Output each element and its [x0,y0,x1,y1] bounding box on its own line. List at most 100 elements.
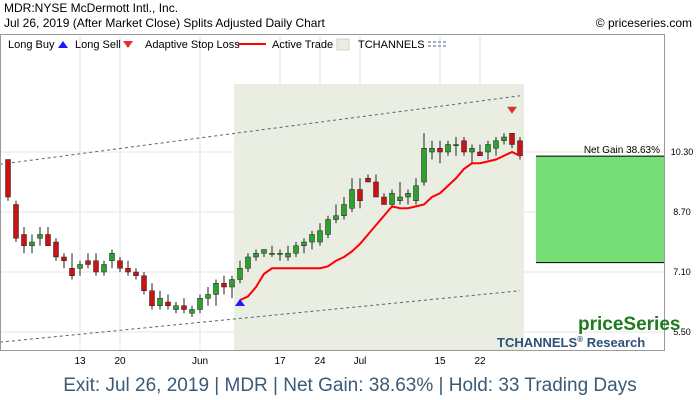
y-tick-label: 7.10 [673,267,691,277]
candle [125,260,131,276]
price-chart: Net Gain 38.63% 5.50 7.10 8.70 10.30 13 20 Ju… [0,34,694,367]
candle-body [253,253,259,258]
x-tick-label: 17 [274,356,286,367]
candle [61,253,67,269]
candle-body [93,260,99,273]
candle-body [221,283,227,288]
candle [109,249,115,269]
candles [5,133,523,317]
candle-body [389,193,395,205]
candle [301,238,307,254]
candle-body [509,133,515,145]
sell-arrow-icon [123,41,133,48]
candle [357,178,363,209]
y-axis: 5.50 7.10 8.70 10.30 [671,147,694,337]
candle [93,253,99,276]
candle [285,245,291,261]
candle [509,133,515,149]
sell-signal-arrow-icon [507,106,517,114]
candle [389,189,395,209]
candle [173,302,179,314]
candle-body [133,271,139,276]
candle [141,272,147,295]
active-trade-swatch [336,38,350,51]
candle-body [85,260,91,265]
chart-title: MDR:NYSE McDermott Intl., Inc. [4,1,179,15]
x-tick-label: 24 [314,356,326,367]
candle [213,279,219,306]
candle-body [5,159,11,198]
candle [341,197,347,220]
candle [133,268,139,280]
candle-body [293,245,299,254]
buy-arrow-icon [58,41,68,48]
candle-body [357,189,363,201]
x-axis: 13 20 Jun 17 24 Jul 15 22 [74,356,486,367]
candle-body [173,305,179,310]
candle [309,230,315,250]
legend-long-buy: Long Buy [8,39,55,51]
candle [29,234,35,254]
plot-frame [0,34,665,351]
active-trade-region [234,84,524,351]
signals [235,106,517,306]
candle-body [29,241,35,246]
net-gain-label: Net Gain 38.63% [584,145,660,156]
candle-body [101,264,107,273]
candle [149,283,155,310]
candle [165,294,171,310]
candle-body [285,253,291,258]
candle-body [21,234,27,246]
candle-body [461,140,467,153]
candle-body [141,275,147,291]
candle-body [197,298,203,310]
x-tick-label: 20 [114,356,126,367]
candle-body [37,234,43,239]
candle [229,275,235,299]
x-tick-label: 13 [74,356,86,367]
candle-body [181,305,187,310]
candle-body [229,279,235,288]
candle [453,137,459,156]
candle [397,182,403,205]
candle [69,253,75,280]
candle-body [333,215,339,220]
candle [365,174,371,183]
candle-body [445,144,451,153]
candle [429,140,435,160]
candle [253,249,259,261]
candle-body [157,298,163,306]
candle-body [517,140,523,156]
x-tick-label: Jun [192,356,208,367]
candle-body [205,294,211,299]
candle-body [397,196,403,201]
candle-body [485,144,491,153]
legend: Long Buy Long Sell Adaptive Stop Loss Ac… [8,38,448,51]
candle [21,227,27,254]
candle [189,305,195,317]
candle [245,253,251,272]
x-tick-label: 15 [434,356,446,367]
candle-body [501,136,507,141]
candle-body [261,249,267,254]
candle [493,137,499,156]
candle-body [309,234,315,243]
adaptive-stop-loss-line [239,150,521,302]
candle-body [165,301,171,306]
candle-body [277,253,283,255]
candle-body [245,256,251,269]
candle [197,294,203,314]
candle [237,260,243,284]
candle-body [381,196,387,205]
trade-summary-footer: Exit: Jul 26, 2019 | MDR | Net Gain: 38.… [63,375,637,396]
candle-body [61,256,67,261]
candle [205,287,211,306]
candle-body [437,148,443,153]
candle [477,144,483,156]
candle [373,174,379,198]
candle [13,200,19,242]
candle [445,140,451,156]
candle-body [53,241,59,258]
y-tick-label: 5.50 [673,327,691,337]
candle [501,133,507,145]
